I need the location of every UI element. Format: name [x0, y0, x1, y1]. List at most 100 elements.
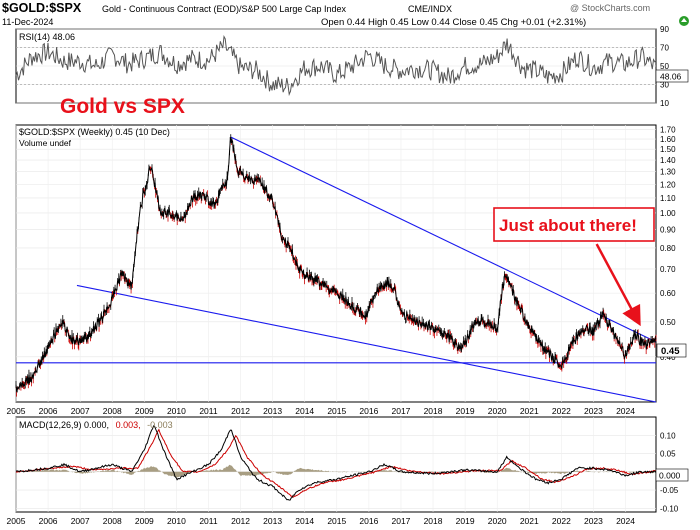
price-x-tick-label: 2015 — [327, 406, 346, 416]
price-y-axis: 1.701.601.50 1.40 1.30 1.20 1.10 1.00 0.90 0.80… — [660, 126, 676, 362]
price-gridlines — [15, 125, 656, 402]
macd-x-tick-label: 2022 — [552, 516, 571, 526]
macd-x-tick-label: 2007 — [71, 516, 90, 526]
macd-last-value: 0.000 — [659, 471, 681, 481]
macd-x-tick-label: 2015 — [327, 516, 346, 526]
macd-histogram — [16, 464, 656, 478]
annotation-arrow — [595, 243, 641, 327]
macd-x-tick-label: 2014 — [295, 516, 314, 526]
upper-trendline — [230, 136, 657, 343]
price-y-tick-label: 1.50 — [660, 145, 676, 154]
macd-x-axis: 2005 2006 2007 2008 2009 2010 2011 2012 2013 2014… — [7, 516, 636, 526]
price-x-tick-label: 2017 — [392, 406, 411, 416]
price-last-value-box — [656, 343, 687, 358]
macd-x-tick-label: 2024 — [616, 516, 635, 526]
price-y-tick-label: 1.30 — [660, 168, 676, 177]
rsi-y-tick-label: 90 — [660, 25, 669, 34]
price-x-tick-label: 2013 — [263, 406, 282, 416]
price-x-tick-label: 2024 — [616, 406, 635, 416]
macd-x-tick-label: 2011 — [199, 516, 218, 526]
symbol-label: $GOLD:$SPX — [2, 1, 82, 15]
price-x-tick-label: 2012 — [231, 406, 250, 416]
price-y-tick-label: 1.40 — [660, 156, 676, 165]
price-x-tick-label: 2023 — [584, 406, 603, 416]
macd-line — [15, 425, 657, 501]
exchange-label: CME/INDX — [408, 4, 452, 14]
price-x-tick-label: 2010 — [167, 406, 186, 416]
price-x-tick-label: 2005 — [7, 406, 26, 416]
price-y-tick-label: 0.50 — [660, 318, 676, 327]
price-y-tick-label: 1.60 — [660, 135, 676, 144]
macd-x-tick-label: 2016 — [359, 516, 378, 526]
price-panel: 1.701.601.50 1.40 1.30 1.20 1.10 1.00 0.90 0.80… — [7, 95, 687, 416]
macd-label-hist: -0.003 — [147, 420, 173, 430]
ohlc-stats: Open 0.44 High 0.45 Low 0.44 Close 0.45 … — [321, 17, 586, 28]
macd-y-tick-label: 0.05 — [660, 450, 676, 459]
price-x-tick-label: 2007 — [71, 406, 90, 416]
price-y-tick-label: 1.70 — [660, 126, 676, 135]
macd-x-tick-label: 2009 — [135, 516, 154, 526]
macd-x-tick-label: 2008 — [103, 516, 122, 526]
price-line — [15, 137, 657, 393]
price-x-tick-label: 2008 — [103, 406, 122, 416]
up-arrow-icon — [679, 16, 689, 26]
macd-panel: 0.10 0.05 0.000 -0.05 -0.10 2005 2006 2007 2008… — [7, 416, 689, 526]
date-label: 11-Dec-2024 — [2, 17, 53, 27]
macd-label-signal: 0.003, — [116, 420, 141, 430]
price-panel-label: $GOLD:$SPX (Weekly) 0.45 (10 Dec) — [19, 127, 170, 137]
volume-label: Volume undef — [19, 138, 72, 148]
annotation-box — [493, 207, 655, 242]
macd-x-tick-label: 2023 — [584, 516, 603, 526]
macd-x-tick-label: 2018 — [424, 516, 443, 526]
macd-x-tick-label: 2020 — [488, 516, 507, 526]
chart-title: Gold vs SPX — [60, 95, 185, 118]
rsi-y-tick-label: 50 — [660, 62, 669, 71]
macd-x-tick-label: 2006 — [39, 516, 58, 526]
macd-x-tick-label: 2010 — [167, 516, 186, 526]
price-y-tick-label: 1.10 — [660, 194, 676, 203]
rsi-last-value-box — [655, 69, 689, 83]
macd-y-tick-label: -0.05 — [660, 486, 679, 495]
price-x-tick-label: 2020 — [488, 406, 507, 416]
rsi-y-tick-label: 30 — [660, 81, 669, 90]
macd-y-tick-label: 0.10 — [660, 431, 676, 440]
macd-label-main: MACD(12,26,9) 0.000, — [19, 420, 109, 430]
rsi-y-tick-label: 10 — [660, 99, 669, 108]
macd-last-value-box — [655, 468, 689, 482]
annotation-text: Just about there! — [499, 216, 637, 235]
price-y-tick-label: 0.70 — [660, 265, 676, 274]
price-x-tick-label: 2014 — [295, 406, 314, 416]
macd-x-tick-label: 2012 — [231, 516, 250, 526]
macd-x-tick-label: 2013 — [263, 516, 282, 526]
rsi-panel-label: RSI(14) 48.06 — [19, 32, 75, 42]
macd-y-tick-label: -0.10 — [660, 504, 679, 513]
rsi-panel: 90 70 50 30 10 RSI(14) 48.06 48.06 — [15, 25, 689, 108]
price-last-value: 0.45 — [661, 346, 680, 357]
macd-panel-frame — [15, 416, 657, 513]
price-y-tick-label: 1.20 — [660, 180, 676, 189]
lower-trendline — [76, 284, 657, 403]
price-x-tick-label: 2011 — [199, 406, 218, 416]
rsi-line — [15, 34, 657, 97]
price-y-tick-label: 0.60 — [660, 289, 676, 298]
rsi-last-value: 48.06 — [660, 72, 682, 82]
rsi-gridlines — [16, 28, 656, 104]
credit-label: @ StockCharts.com — [570, 3, 650, 13]
price-y-tick-label: 1.00 — [660, 209, 676, 218]
price-x-tick-label: 2006 — [39, 406, 58, 416]
description-label: Gold - Continuous Contract (EOD)/S&P 500… — [102, 4, 346, 14]
price-y-tick-label: 0.90 — [660, 225, 676, 234]
price-x-tick-label: 2018 — [424, 406, 443, 416]
price-x-tick-label: 2021 — [520, 406, 539, 416]
macd-x-tick-label: 2005 — [7, 516, 26, 526]
price-x-axis: 2005 2006 2007 2008 2009 2010 2011 2012 2013 2014… — [7, 406, 636, 416]
price-y-tick-label: 0.80 — [660, 244, 676, 253]
macd-x-tick-label: 2017 — [392, 516, 411, 526]
rsi-y-axis: 90 70 50 30 10 — [660, 25, 669, 108]
macd-x-tick-label: 2019 — [456, 516, 475, 526]
price-x-tick-label: 2009 — [135, 406, 154, 416]
macd-gridlines — [15, 417, 656, 512]
price-x-tick-label: 2019 — [456, 406, 475, 416]
